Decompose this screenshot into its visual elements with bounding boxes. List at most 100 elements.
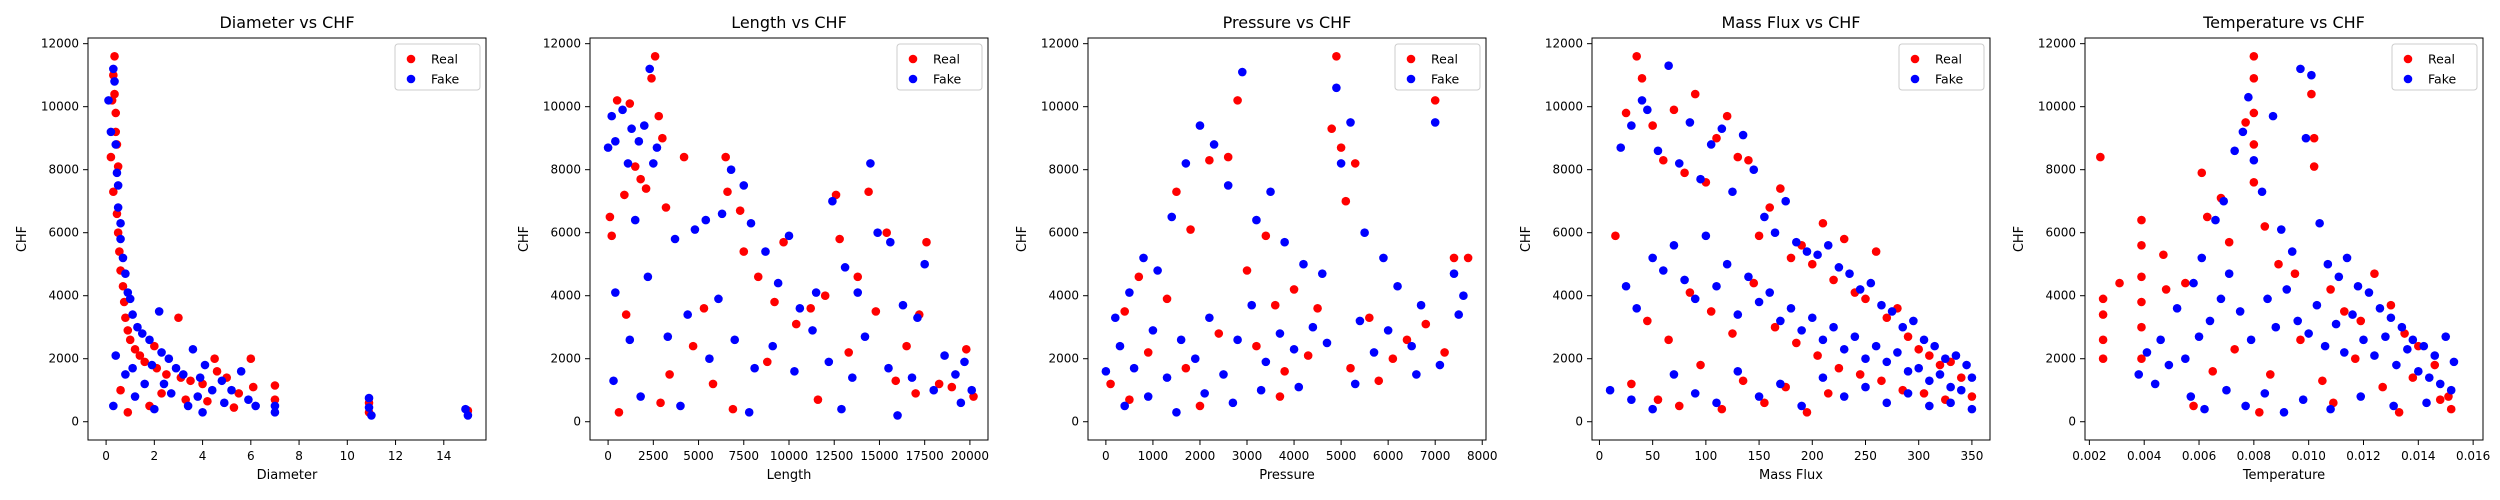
fake-point [1195,121,1205,130]
fake-point [2414,367,2423,376]
real-point [140,357,149,367]
real-point [2249,51,2259,61]
fake-point [2244,92,2253,102]
fake-point [1882,398,1892,408]
real-point [2350,354,2360,364]
fake-point [227,385,236,395]
fake-point [171,363,181,373]
fake-point [109,64,118,74]
real-point [1632,51,1641,61]
real-point [1653,395,1663,404]
real-point [1637,74,1647,83]
x-tick-label: 1000 [1138,449,1169,463]
y-tick-label: 10000 [2038,100,2076,114]
fake-point [2224,269,2234,278]
fake-point [630,215,640,225]
fake-point [663,332,673,341]
real-point [150,341,159,351]
y-tick-label: 2000 [550,352,581,366]
fake-point [761,247,770,256]
fake-point [2293,316,2303,326]
fake-point [2189,278,2198,288]
real-point [614,407,624,417]
real-point [1374,376,1384,386]
fake-point [1898,322,1908,332]
fake-point [1110,313,1120,323]
real-point [1341,196,1351,206]
fake-point [1454,310,1464,319]
real-point [1877,376,1886,386]
x-tick-label: 12500 [815,449,853,463]
fake-point [2271,322,2281,332]
x-tick-label: 20000 [951,449,989,463]
real-point [1925,351,1934,360]
fake-point [2287,247,2297,256]
fake-point [2419,341,2429,351]
fake-point [2441,332,2451,341]
fake-point [1744,272,1753,282]
fake-point [2435,379,2445,389]
legend-label-real: Real [933,52,960,67]
fake-point [2342,253,2352,263]
fake-point [128,363,137,373]
real-point [1834,363,1844,373]
legend-marker-fake [406,74,416,84]
y-tick-label: 10000 [41,100,79,114]
real-point [2137,241,2146,250]
real-point [661,203,671,212]
real-point [813,395,823,404]
real-point [1728,329,1737,338]
fake-point [2238,127,2248,137]
fake-point [2282,285,2292,294]
fake-point [717,209,727,219]
fake-point [636,392,645,401]
x-tick-label: 0.014 [2401,449,2435,463]
fake-point [1125,288,1134,297]
y-tick-label: 6000 [550,226,581,240]
fake-point [639,121,649,130]
real-point [1627,379,1636,389]
fake-point [1228,398,1238,408]
legend-marker-real [1910,54,1920,64]
fake-point [1850,332,1860,341]
real-point [2115,278,2124,288]
real-point [2249,140,2259,149]
scatter-points [603,51,978,420]
real-point [162,370,171,379]
fake-point [1383,326,1393,335]
fake-point [1967,373,1977,382]
fake-point [2150,379,2160,389]
real-point [1186,225,1195,234]
real-point [679,152,689,162]
y-tick-label: 0 [573,415,581,429]
real-point [2098,354,2108,364]
real-point [1818,218,1828,228]
real-point [2394,407,2404,417]
fake-point [1294,382,1304,392]
fake-point [1967,404,1977,414]
real-point [135,351,145,360]
fake-point [824,357,834,367]
chart-panel-4: Mass Flux vs CHF 0 50 100 150 200 250 300 350 0 20… [1519,13,1991,483]
y-tick-label: 6000 [1048,226,1079,240]
fake-point [2304,329,2313,338]
x-tick-label: 7000 [1420,449,1451,463]
x-axis-label: Length [767,468,812,483]
real-point [110,51,119,61]
fake-point [811,288,821,297]
real-point [1449,253,1459,263]
fake-point [1717,124,1727,134]
real-point [1233,96,1242,105]
x-tick-label: 15000 [860,449,898,463]
real-point [621,310,631,319]
y-tick-label: 4000 [1048,289,1079,303]
x-axis-label: Mass Flux [1759,468,1823,483]
real-point [1967,392,1977,401]
fake-point [2392,360,2401,370]
fake-point [137,329,147,338]
real-point [1280,367,1289,376]
fake-point [1129,363,1139,373]
fake-point [244,395,253,404]
fake-point [1261,357,1271,367]
legend-box [1394,43,1481,91]
